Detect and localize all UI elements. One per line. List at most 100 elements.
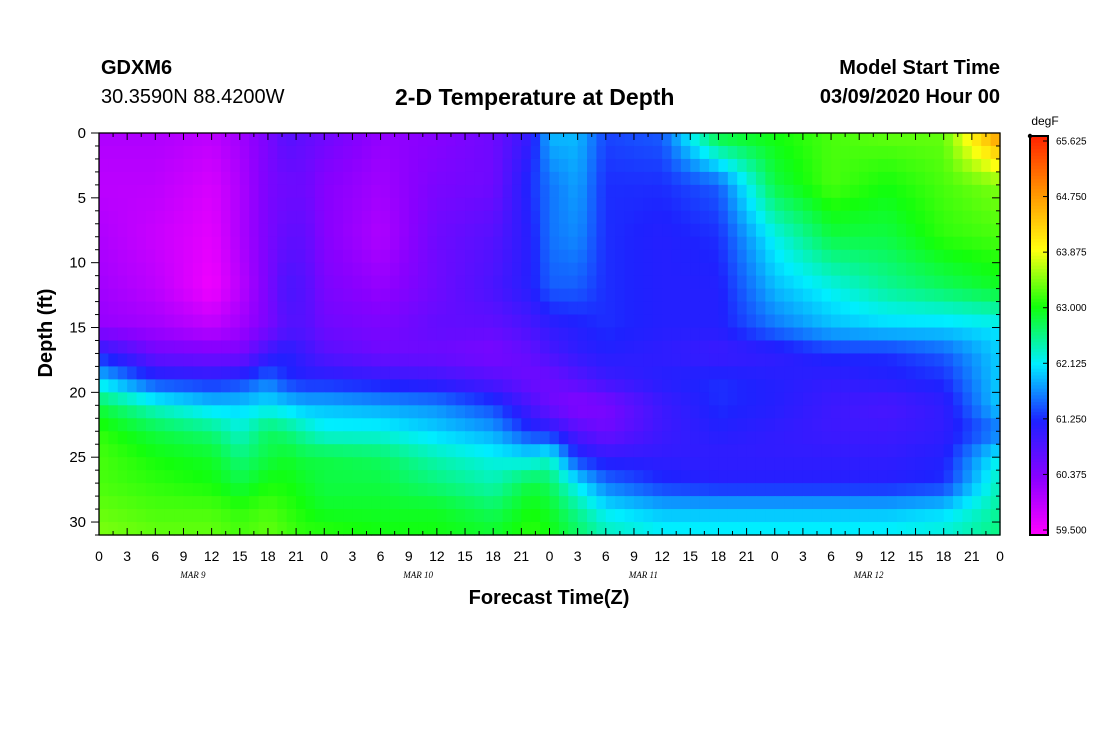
heat-cell — [934, 392, 945, 406]
heat-cell — [859, 496, 870, 510]
heat-cell — [662, 301, 673, 316]
heat-cell — [690, 470, 701, 484]
heat-cell — [859, 275, 870, 290]
heat-cell — [511, 275, 522, 290]
heat-cell — [465, 431, 476, 445]
heat-cell — [709, 392, 720, 406]
colorbar-corner-dot — [1027, 133, 1033, 139]
heat-cell — [483, 327, 494, 342]
heat-cell — [662, 262, 673, 277]
heat-cell — [483, 184, 494, 199]
heat-cell — [577, 470, 588, 484]
heat-cell — [821, 301, 832, 316]
heat-cell — [840, 431, 851, 445]
heat-cell — [277, 496, 288, 510]
heat-cell — [558, 262, 569, 277]
heat-cell — [821, 418, 832, 432]
heat-cell — [755, 405, 766, 419]
heat-cell — [108, 145, 119, 160]
heat-cell — [953, 171, 964, 186]
heat-cell — [868, 158, 879, 173]
heat-cell — [202, 314, 213, 329]
heat-cell — [765, 197, 776, 212]
heat-cell — [953, 327, 964, 342]
heat-cell — [943, 522, 954, 536]
heat-cell — [296, 171, 307, 186]
heat-cell — [455, 353, 466, 368]
colorbar-segment — [1030, 498, 1048, 503]
heat-cell — [474, 509, 485, 523]
heat-cell — [174, 392, 185, 406]
heat-cell — [615, 288, 626, 303]
heat-cell — [802, 184, 813, 199]
heat-cell — [699, 379, 710, 393]
heat-cell — [577, 379, 588, 393]
heat-cell — [361, 522, 372, 536]
heat-cell — [802, 522, 813, 536]
heat-cell — [971, 171, 982, 186]
heat-cell — [802, 236, 813, 251]
heat-cell — [174, 509, 185, 523]
heat-cell — [558, 288, 569, 303]
heat-cell — [108, 275, 119, 290]
heat-cell — [371, 457, 382, 471]
heat-cell — [202, 509, 213, 523]
heat-cell — [521, 249, 532, 264]
heat-cell — [136, 457, 147, 471]
heat-cell — [399, 444, 410, 458]
heat-cell — [530, 496, 541, 510]
heat-cell — [530, 366, 541, 380]
heat-cell — [624, 366, 635, 380]
heat-cell — [446, 418, 457, 432]
heat-cell — [962, 405, 973, 419]
heat-cell — [802, 353, 813, 368]
heat-cell — [718, 340, 729, 355]
heat-cell — [934, 379, 945, 393]
heat-cell — [737, 340, 748, 355]
heat-cell — [202, 457, 213, 471]
heat-cell — [145, 431, 156, 445]
heat-cell — [427, 262, 438, 277]
heat-cell — [549, 184, 560, 199]
heat-cell — [502, 496, 513, 510]
colorbar-segment — [1030, 255, 1048, 260]
heat-cell — [99, 133, 109, 147]
heat-cell — [746, 431, 757, 445]
heat-cell — [239, 223, 250, 238]
heat-cell — [971, 353, 982, 368]
heat-cell — [943, 327, 954, 342]
heat-cell — [324, 496, 335, 510]
heat-cell — [436, 379, 447, 393]
heat-cell — [361, 496, 372, 510]
heat-cell — [680, 197, 691, 212]
heat-cell — [793, 171, 804, 186]
heat-cell — [615, 496, 626, 510]
heat-cell — [605, 158, 616, 173]
heat-cell — [831, 405, 842, 419]
heat-cell — [258, 483, 269, 497]
heat-cell — [183, 288, 194, 303]
heat-cell — [267, 496, 278, 510]
heat-cell — [962, 301, 973, 316]
heat-cell — [615, 197, 626, 212]
heat-cell — [296, 418, 307, 432]
heat-cell — [577, 275, 588, 290]
heat-cell — [831, 327, 842, 342]
heat-cell — [568, 340, 579, 355]
heat-cell — [615, 405, 626, 419]
heat-cell — [821, 366, 832, 380]
colorbar-segment — [1030, 175, 1048, 180]
heat-cell — [249, 405, 260, 419]
heat-cell — [465, 236, 476, 251]
heat-cell — [868, 418, 879, 432]
heat-cell — [737, 444, 748, 458]
y-tick-label: 10 — [69, 255, 86, 272]
heat-cell — [737, 509, 748, 523]
heat-cell — [530, 405, 541, 419]
heat-cell — [418, 457, 429, 471]
heat-cell — [934, 470, 945, 484]
heat-cell — [784, 171, 795, 186]
heat-cell — [277, 340, 288, 355]
heat-cell — [305, 275, 316, 290]
heat-cell — [727, 249, 738, 264]
